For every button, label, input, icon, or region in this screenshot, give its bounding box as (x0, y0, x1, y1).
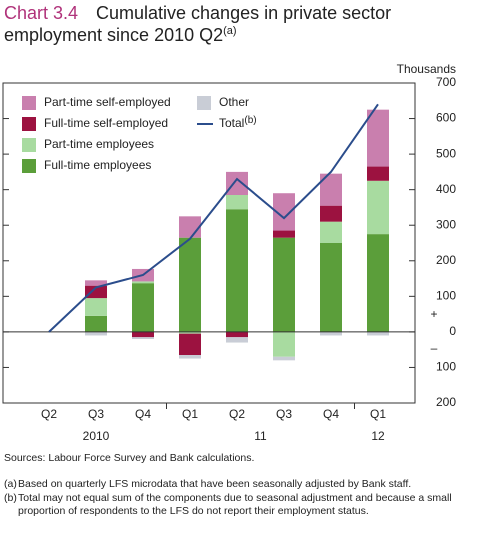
footnote: (b) Total may not equal sum of the compon… (4, 492, 494, 518)
title-text: employment since 2010 Q2 (4, 25, 223, 45)
bar-segment (273, 356, 295, 361)
y-tick-label: 100 (436, 360, 456, 374)
axis-sign: + (430, 307, 437, 321)
footnote: (a) Based on quarterly LFS microdata that… (4, 478, 494, 491)
legend-swatch (197, 96, 211, 110)
legend-name: Other (219, 95, 249, 109)
axis-sign: – (431, 341, 438, 355)
legend-name: Part-time self-employed (44, 95, 171, 109)
footnote-mark: (a) (4, 478, 17, 490)
bar-segment (132, 283, 154, 332)
bar-segment (85, 285, 107, 299)
x-tick-label: Q1 (370, 407, 386, 421)
y-tick-label: 300 (436, 217, 456, 231)
legend-name: Full-time employees (44, 158, 151, 172)
legend-label: Full-time employees (44, 158, 151, 172)
legend-swatch (22, 159, 36, 173)
bar-segment (367, 331, 389, 336)
bar-segment (179, 331, 201, 334)
bar-segment (226, 331, 248, 338)
bar-segment (179, 216, 201, 238)
legend-swatch (22, 138, 36, 152)
x-tick-label: Q4 (135, 407, 151, 421)
bar-segment (320, 221, 342, 243)
x-group-label: 11 (254, 429, 267, 443)
y-tick-label: 400 (436, 182, 456, 196)
bar-segment (367, 234, 389, 332)
bar-segment (132, 281, 154, 284)
legend-label: Total(b) (219, 115, 257, 131)
bar-segment (179, 333, 201, 355)
y-tick-label: 200 (436, 395, 456, 409)
bar-segment (132, 331, 154, 338)
bar-segment (273, 193, 295, 231)
x-tick-label: Q4 (323, 407, 339, 421)
legend-swatch (22, 96, 36, 110)
bar-segment (226, 209, 248, 332)
bar-segment (320, 205, 342, 222)
bar-segment (320, 243, 342, 332)
title-note: (a) (223, 25, 236, 37)
footnote-mark: (b) (4, 492, 17, 504)
bar-segment (179, 355, 201, 359)
legend-name: Part-time employees (44, 137, 154, 151)
bar-segment (85, 298, 107, 316)
bar-segment (179, 237, 201, 332)
bar-segment (367, 109, 389, 167)
y-tick-label: 600 (436, 111, 456, 125)
bar-segment (367, 180, 389, 235)
legend-name: Full-time self-employed (44, 116, 168, 130)
bar-segment (320, 173, 342, 206)
bar-segment (85, 331, 107, 336)
bar-segment (132, 337, 154, 339)
total-line (48, 103, 379, 333)
legend-label: Other (219, 95, 249, 109)
sources: Sources: Labour Force Survey and Bank ca… (4, 452, 255, 464)
chart: Chart 3.4 Cumulative changes in private … (2, 3, 456, 443)
x-tick-label: Q2 (229, 407, 245, 421)
y-tick-label: 500 (436, 146, 456, 160)
chart-title: Cumulative changes in private sector (96, 3, 391, 23)
y-tick-label: 100 (436, 289, 456, 303)
footnote-text: Total may not equal sum of the component… (18, 492, 452, 517)
bar-segment (273, 237, 295, 332)
y-tick-label: 700 (436, 75, 456, 89)
x-tick-label: Q2 (41, 407, 57, 421)
x-group-label: 12 (371, 429, 385, 443)
plot-frame (2, 82, 416, 404)
chart-label: Chart 3.4 (4, 3, 78, 23)
y-tick-label: 200 (436, 253, 456, 267)
x-group-label: 2010 (83, 429, 110, 443)
y-tick-label: 0 (449, 324, 456, 338)
bar-segment (226, 337, 248, 343)
bar-segment (273, 331, 295, 357)
bar-segment (320, 331, 342, 336)
x-tick-label: Q3 (276, 407, 292, 421)
bar-segment (273, 230, 295, 238)
legend-name: Total (219, 116, 244, 130)
legend-note: (b) (244, 115, 256, 126)
x-tick-label: Q3 (88, 407, 104, 421)
bar-segment (226, 171, 248, 195)
chart-title-line2: employment since 2010 Q2(a) (4, 25, 237, 45)
y-axis-label: Thousands (397, 62, 456, 76)
legend-label: Full-time self-employed (44, 116, 168, 130)
bar-segment (367, 166, 389, 181)
bar-segment (85, 315, 107, 332)
notes: Sources: Labour Force Survey and Bank ca… (4, 452, 494, 518)
bar-segment (85, 280, 107, 286)
x-tick-label: Q1 (182, 407, 198, 421)
legend-label: Part-time employees (44, 137, 154, 151)
legend-swatch (22, 117, 36, 131)
legend-label: Part-time self-employed (44, 95, 171, 109)
footnote-text: Based on quarterly LFS microdata that ha… (18, 478, 412, 490)
bar-segment (226, 195, 248, 210)
